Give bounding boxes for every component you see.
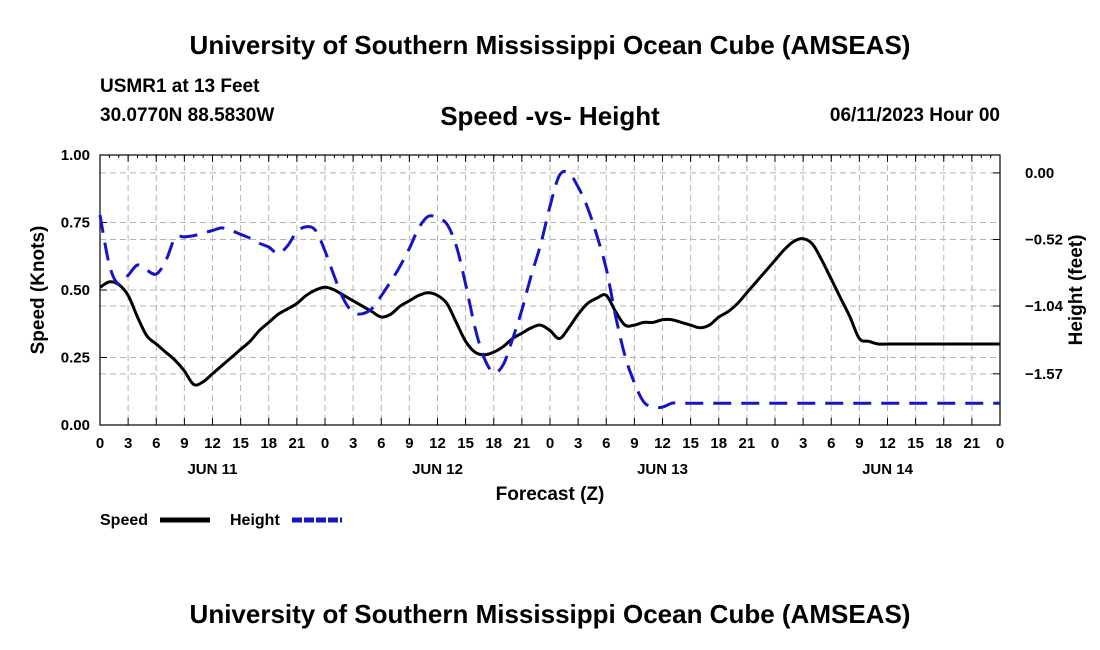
forecast-datetime: 06/11/2023 Hour 00 (829, 105, 1000, 126)
x-tick-label: 3 (349, 435, 357, 452)
x-tick-label: 0 (546, 435, 554, 452)
x-tick-label: 21 (514, 435, 531, 452)
series-line-speed (99, 237, 1000, 387)
plot-frame (99, 154, 1001, 426)
x-tick-label: 3 (124, 435, 132, 452)
y-left-tick-label: 0.50 (61, 282, 90, 299)
x-tick-label: 21 (289, 435, 306, 452)
x-tick-label: 12 (879, 435, 896, 452)
date-label: JUN 14 (862, 461, 914, 478)
footer-title: University of Southern Mississippi Ocean… (189, 599, 911, 629)
tick-labels: 0 3 6 9 12 15 18 21 0 3 6 9 12 15 18 21 0 3 6 9 12 15 18 21 0 3 6 9… (28, 147, 1087, 505)
station-coordinates: 30.0770N 88.5830W (100, 105, 275, 126)
x-tick-label: 18 (485, 435, 502, 452)
chart-subtitle: Speed -vs- Height (440, 101, 660, 131)
x-tick-label: 15 (457, 435, 474, 452)
x-tick-label: 9 (855, 435, 863, 452)
x-tick-label: 12 (204, 435, 221, 452)
x-tick-label: 12 (429, 435, 446, 452)
date-label: JUN 13 (637, 461, 688, 478)
x-tick-label: 18 (710, 435, 727, 452)
x-tick-label: 15 (907, 435, 924, 452)
x-tick-label: 9 (180, 435, 188, 452)
y-right-axis-title: Height (feet) (1066, 235, 1087, 346)
y-right-tick-label: −0.52 (1025, 231, 1063, 248)
legend-label-speed: Speed (100, 512, 148, 529)
y-right-tick-label: −1.04 (1025, 298, 1064, 315)
x-tick-label: 21 (964, 435, 981, 452)
grid-lines (100, 155, 1000, 425)
station-label: USMR1 at 13 Feet (100, 76, 260, 97)
y-left-tick-label: 1.00 (61, 147, 90, 164)
x-tick-label: 15 (232, 435, 249, 452)
legend-label-height: Height (230, 512, 280, 529)
date-label: JUN 12 (412, 461, 463, 478)
x-tick-label: 6 (377, 435, 385, 452)
series-line-height (98, 169, 1000, 410)
x-tick-label: 0 (96, 435, 104, 452)
x-tick-label: 9 (630, 435, 638, 452)
y-left-tick-label: 0.25 (61, 350, 90, 367)
x-tick-label: 12 (654, 435, 671, 452)
x-tick-label: 3 (574, 435, 582, 452)
y-left-tick-label: 0.00 (61, 417, 90, 434)
x-tick-label: 6 (827, 435, 835, 452)
axes (99, 154, 1001, 426)
chart-main-title: University of Southern Mississippi Ocean… (189, 30, 911, 60)
x-axis-title: Forecast (Z) (496, 484, 605, 505)
y-left-axis-title: Speed (Knots) (28, 226, 49, 355)
x-tick-label: 0 (996, 435, 1004, 452)
x-tick-label: 15 (682, 435, 699, 452)
x-tick-label: 18 (935, 435, 952, 452)
series-lines (98, 169, 1000, 410)
date-label: JUN 11 (187, 461, 237, 478)
y-right-tick-label: −1.57 (1025, 366, 1063, 383)
legend: Speed Height (100, 512, 342, 529)
x-tick-label: 0 (321, 435, 329, 452)
x-tick-label: 6 (152, 435, 160, 452)
y-right-tick-label: 0.00 (1025, 165, 1054, 182)
x-tick-label: 21 (739, 435, 756, 452)
y-left-tick-label: 0.75 (61, 215, 90, 232)
x-tick-label: 18 (260, 435, 277, 452)
x-tick-label: 9 (405, 435, 413, 452)
x-tick-label: 3 (799, 435, 807, 452)
x-tick-label: 6 (602, 435, 610, 452)
x-tick-label: 0 (771, 435, 779, 452)
